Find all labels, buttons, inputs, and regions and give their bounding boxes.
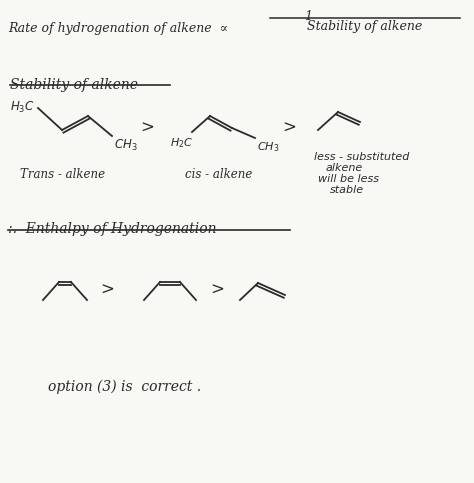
Text: :.  Enthalpy of Hydrogenation: :. Enthalpy of Hydrogenation (8, 222, 217, 236)
Text: $H_3C$: $H_3C$ (10, 100, 35, 115)
Text: Trans - alkene: Trans - alkene (20, 168, 105, 181)
Text: 1: 1 (304, 10, 312, 23)
Text: Stability of alkene: Stability of alkene (307, 20, 423, 33)
Text: >: > (100, 282, 114, 298)
Text: Stability of alkene: Stability of alkene (10, 78, 138, 92)
Text: Rate of hydrogenation of alkene  ∝: Rate of hydrogenation of alkene ∝ (8, 22, 236, 35)
Text: >: > (210, 282, 224, 298)
Text: cis - alkene: cis - alkene (185, 168, 252, 181)
Text: alkene: alkene (326, 163, 363, 173)
Text: >: > (140, 119, 154, 137)
Text: stable: stable (330, 185, 364, 195)
Text: >: > (282, 119, 296, 137)
Text: $H_2C$: $H_2C$ (170, 136, 193, 150)
Text: $CH_3$: $CH_3$ (257, 140, 279, 154)
Text: less - substituted: less - substituted (314, 152, 410, 162)
Text: will be less: will be less (318, 174, 379, 184)
Text: $CH_3$: $CH_3$ (114, 138, 137, 153)
Text: option (3) is  correct .: option (3) is correct . (48, 380, 201, 395)
